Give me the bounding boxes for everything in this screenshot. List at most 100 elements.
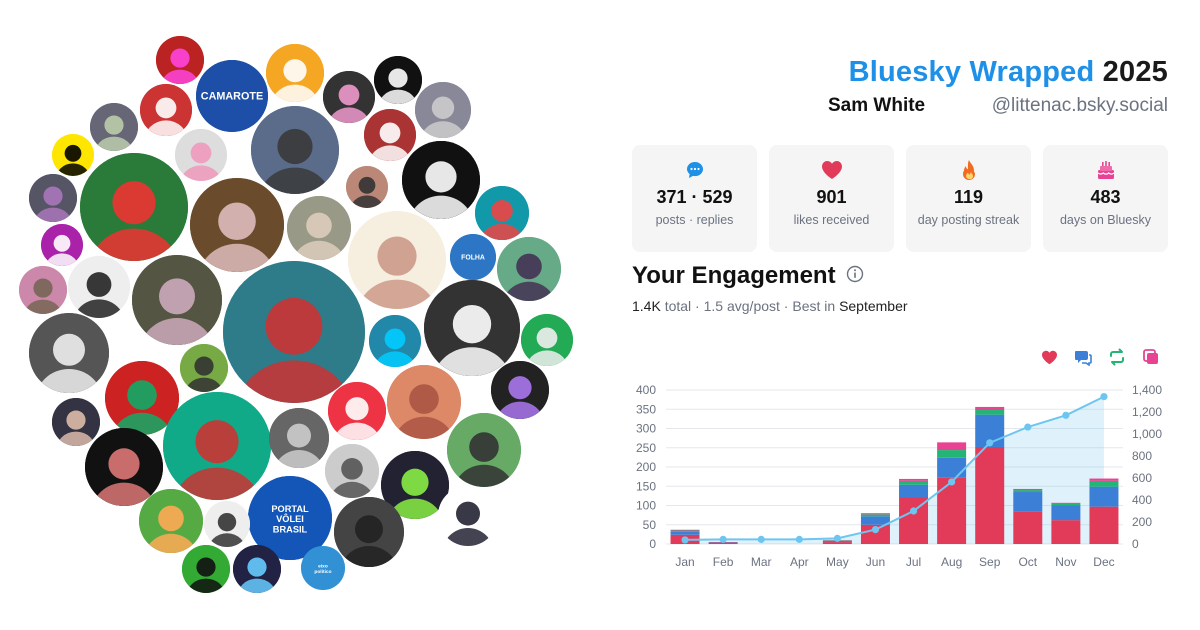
likes-bar bbox=[708, 542, 738, 544]
avatar[interactable] bbox=[348, 211, 446, 309]
avatar[interactable] bbox=[447, 413, 521, 487]
y-tick-label: 50 bbox=[643, 518, 657, 532]
likes-bar bbox=[822, 542, 852, 544]
avatar[interactable] bbox=[415, 82, 471, 138]
avatar[interactable] bbox=[85, 428, 163, 506]
avatar[interactable] bbox=[41, 224, 83, 266]
reposts-bar bbox=[975, 410, 1005, 415]
engagement-summary: 1.4K total · 1.5 avg/post · Best in Sept… bbox=[632, 298, 908, 314]
x-tick-label: Feb bbox=[713, 555, 734, 569]
avatar[interactable] bbox=[328, 382, 386, 440]
avatar[interactable] bbox=[52, 134, 94, 176]
avatar[interactable] bbox=[156, 36, 204, 84]
quotes-bar bbox=[1051, 502, 1081, 504]
y2-tick-label: 600 bbox=[1132, 471, 1152, 485]
engagement-total-label: total bbox=[664, 298, 692, 314]
quote-icon[interactable] bbox=[1140, 346, 1162, 368]
x-tick-label: Jan bbox=[675, 555, 694, 569]
avatar[interactable] bbox=[52, 398, 100, 446]
avatar-label: PORTAL VÔLEI BRASIL bbox=[271, 504, 309, 534]
avatar[interactable] bbox=[346, 166, 388, 208]
y-tick-label: 300 bbox=[636, 422, 656, 436]
reply-icon[interactable] bbox=[1072, 346, 1094, 368]
avatar[interactable] bbox=[163, 392, 271, 500]
avatar[interactable] bbox=[223, 261, 365, 403]
avatar[interactable] bbox=[325, 444, 379, 498]
avatar[interactable] bbox=[387, 365, 461, 439]
y-tick-label: 100 bbox=[636, 499, 656, 513]
heart-icon bbox=[769, 159, 894, 181]
cumulative-point bbox=[1100, 393, 1108, 401]
avatar[interactable] bbox=[269, 408, 329, 468]
avatar[interactable] bbox=[424, 280, 520, 376]
avatar[interactable] bbox=[68, 256, 130, 318]
avatar[interactable] bbox=[491, 361, 549, 419]
stat-value: 371 · 529 bbox=[656, 187, 733, 207]
repost-icon[interactable] bbox=[1106, 346, 1128, 368]
avatar[interactable] bbox=[287, 196, 351, 260]
avatar[interactable] bbox=[132, 255, 222, 345]
x-tick-label: Jul bbox=[906, 555, 921, 569]
avatar[interactable] bbox=[29, 313, 109, 393]
avatar[interactable] bbox=[175, 129, 227, 181]
engagement-chart: 0 50 100 150 200 250 300 350 400 0 200 400 600 800 1,0… bbox=[636, 383, 1162, 569]
avatar[interactable] bbox=[233, 545, 281, 593]
avatar[interactable] bbox=[19, 266, 67, 314]
separator: · bbox=[779, 298, 793, 314]
stat-card-streak: 119 day posting streak bbox=[906, 145, 1031, 252]
page-title: Bluesky Wrapped 2025 bbox=[849, 56, 1168, 89]
avatar[interactable]: FOLHA bbox=[450, 234, 496, 280]
engagement-total: 1.4K bbox=[632, 298, 661, 314]
avatar[interactable] bbox=[182, 545, 230, 593]
y2-tick-label: 400 bbox=[1132, 493, 1152, 507]
avatar[interactable] bbox=[190, 178, 284, 272]
stats-row: 371 · 529 posts · replies 901 likes rece… bbox=[632, 145, 1168, 252]
y-tick-label: 150 bbox=[636, 479, 656, 493]
stat-value: 119 bbox=[953, 187, 984, 207]
y2-tick-label: 200 bbox=[1132, 515, 1152, 529]
avatar[interactable] bbox=[139, 489, 203, 553]
likes-bar bbox=[860, 524, 890, 544]
avatar-label: CAMAROTE bbox=[201, 91, 263, 103]
avatar[interactable] bbox=[475, 186, 529, 240]
avatar[interactable]: eixo político bbox=[301, 546, 345, 590]
reposts-bar bbox=[1089, 480, 1119, 487]
avatar[interactable] bbox=[251, 106, 339, 194]
avatar[interactable] bbox=[374, 56, 422, 104]
avatar[interactable] bbox=[497, 237, 561, 301]
likes-bar bbox=[1013, 511, 1043, 544]
avatar[interactable] bbox=[323, 71, 375, 123]
x-tick-label: Sep bbox=[979, 555, 1001, 569]
avatar-label: eixo político bbox=[314, 564, 331, 575]
heart-icon[interactable] bbox=[1038, 346, 1060, 368]
cumulative-point bbox=[757, 535, 765, 543]
avatar[interactable] bbox=[334, 497, 404, 567]
avatar[interactable] bbox=[364, 109, 416, 161]
avatar[interactable] bbox=[90, 103, 138, 151]
avatar[interactable] bbox=[80, 153, 188, 261]
cake-icon bbox=[1043, 159, 1168, 181]
avatar[interactable] bbox=[369, 315, 421, 367]
y-tick-label: 0 bbox=[649, 537, 656, 551]
avatar[interactable] bbox=[266, 44, 324, 102]
cumulative-point bbox=[948, 478, 956, 486]
avatar[interactable] bbox=[402, 141, 480, 219]
reposts-bar bbox=[937, 450, 967, 458]
replies-bar bbox=[937, 457, 967, 478]
info-icon[interactable] bbox=[846, 262, 864, 290]
y-tick-label: 350 bbox=[636, 402, 656, 416]
avatar[interactable] bbox=[521, 314, 573, 366]
avatar[interactable] bbox=[140, 84, 192, 136]
avatar[interactable] bbox=[180, 344, 228, 392]
avatar[interactable]: CAMAROTE bbox=[196, 60, 268, 132]
cumulative-point bbox=[681, 536, 689, 544]
stat-card-days: 483 days on Bluesky bbox=[1043, 145, 1168, 252]
avatar[interactable] bbox=[29, 174, 77, 222]
stat-value: 483 bbox=[1090, 187, 1121, 207]
engagement-heading: Your Engagement bbox=[632, 262, 836, 289]
avatar[interactable] bbox=[438, 486, 498, 546]
avatar[interactable] bbox=[204, 501, 250, 547]
y2-tick-label: 0 bbox=[1132, 537, 1139, 551]
display-name: Sam White bbox=[828, 95, 926, 116]
avatar-cloud: CAMAROTE bbox=[19, 36, 573, 593]
